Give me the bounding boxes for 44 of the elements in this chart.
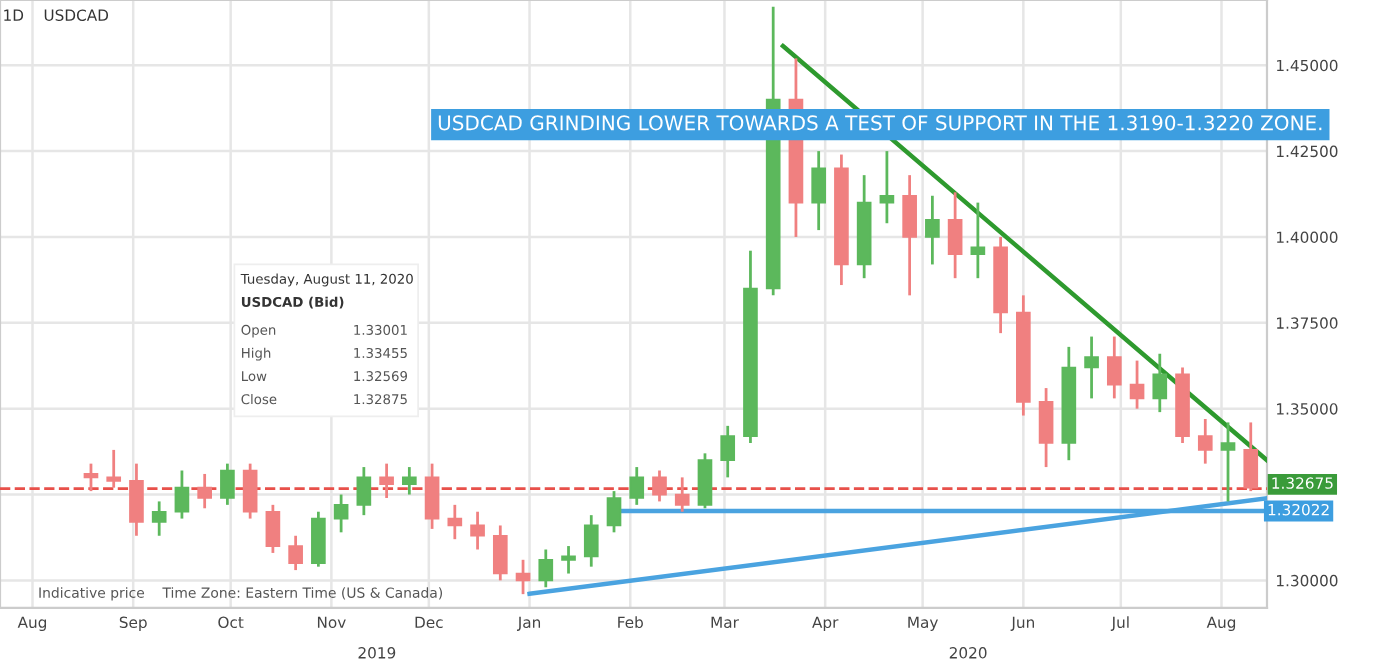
candlestick	[697, 451, 713, 510]
candlestick	[652, 469, 667, 503]
candlestick	[674, 475, 690, 514]
candlestick	[515, 558, 531, 596]
candlestick	[879, 149, 895, 225]
candlestick	[220, 462, 235, 507]
candlestick	[606, 489, 622, 534]
candlestick	[242, 462, 258, 520]
candlestick	[902, 173, 917, 297]
candlestick	[402, 465, 417, 496]
candlestick	[447, 503, 463, 541]
candlestick	[1243, 421, 1259, 493]
candlestick	[1197, 417, 1213, 466]
candlestick	[811, 149, 827, 232]
candlestick	[174, 469, 190, 520]
candlestick	[151, 500, 167, 538]
candlestick	[1220, 421, 1236, 503]
candlestick	[720, 424, 736, 479]
candlestick	[106, 448, 122, 490]
candlestick	[356, 465, 372, 517]
text: USDCAD GRINDING LOWER TOWARDS A TEST OF SUPPORT IN THE 1.3190-1.3220 ZONE.	[438, 115, 1322, 131]
candlestick	[629, 465, 645, 507]
candlestick	[1038, 386, 1054, 469]
candlestick	[561, 544, 576, 575]
candlestick	[265, 503, 281, 555]
candlestick	[424, 462, 440, 531]
candlestick	[492, 524, 508, 582]
candlestick	[1152, 352, 1168, 414]
candlestick	[470, 510, 485, 551]
candlestick	[1106, 335, 1122, 400]
candlestick	[83, 462, 99, 493]
candlestick	[1084, 335, 1099, 400]
candlestick	[129, 462, 144, 538]
candlestick	[947, 190, 963, 280]
candlestick	[1129, 359, 1145, 411]
candlestick	[311, 510, 326, 569]
candlestick	[925, 194, 940, 266]
candlestick	[197, 472, 213, 510]
candlestick	[333, 493, 349, 534]
candlestick	[379, 462, 394, 500]
candlestick	[538, 548, 554, 589]
candlestick	[583, 513, 599, 569]
candlestick	[970, 201, 986, 280]
candlestick	[288, 534, 303, 572]
